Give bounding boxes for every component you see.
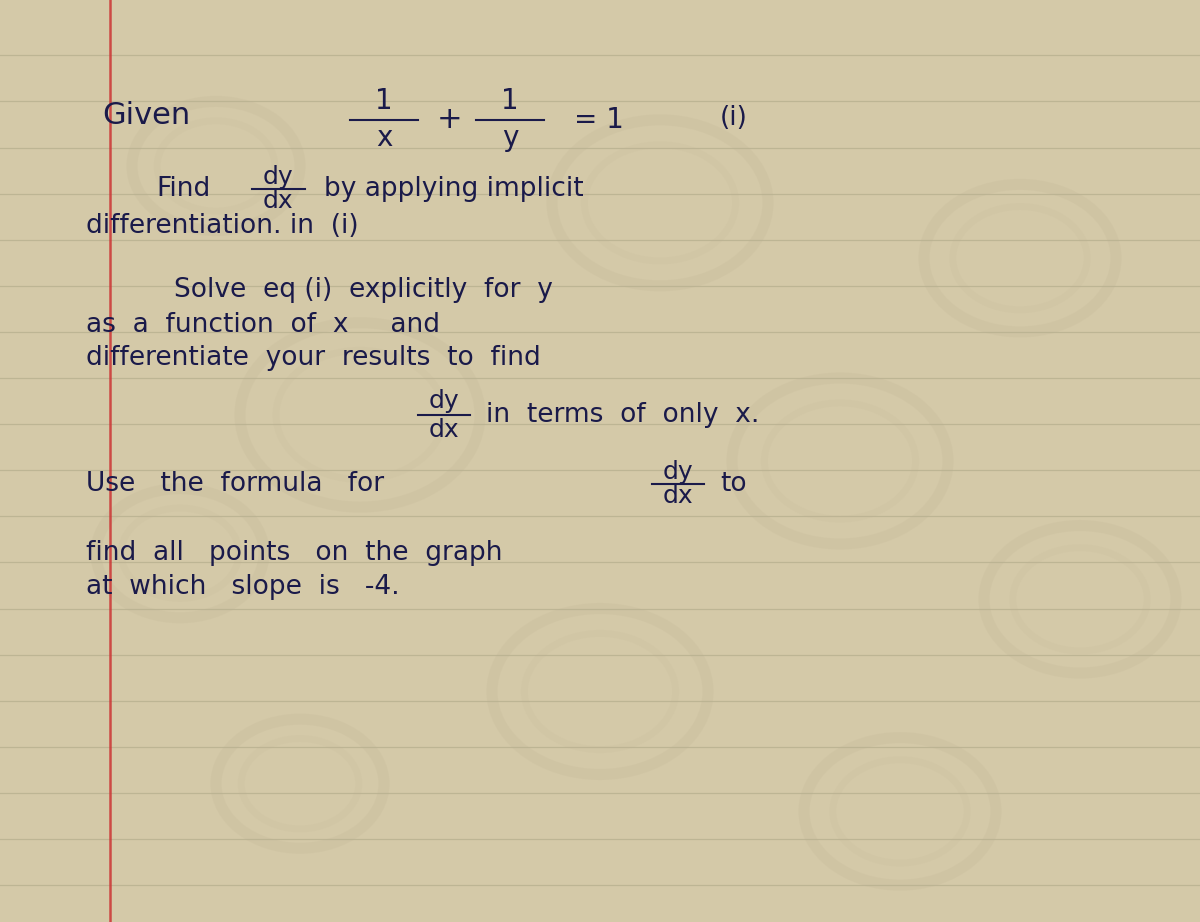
Text: dy: dy <box>263 165 294 189</box>
Text: = 1: = 1 <box>574 106 624 134</box>
Text: in  terms  of  only  x.: in terms of only x. <box>486 402 760 428</box>
Text: dx: dx <box>263 189 294 213</box>
Text: as  a  function  of  x     and: as a function of x and <box>86 312 440 337</box>
Text: dx: dx <box>428 418 460 442</box>
Text: dy: dy <box>428 389 460 413</box>
Text: by applying implicit: by applying implicit <box>324 176 583 202</box>
Text: 1: 1 <box>502 88 518 115</box>
Text: Solve  eq (i)  explicitly  for  y: Solve eq (i) explicitly for y <box>174 278 553 303</box>
Text: (i): (i) <box>720 105 748 131</box>
Text: differentiate  your  results  to  find: differentiate your results to find <box>86 345 541 371</box>
Text: 1: 1 <box>376 88 392 115</box>
Text: Given: Given <box>102 100 191 130</box>
Text: Find: Find <box>156 176 210 202</box>
Text: at  which   slope  is   -4.: at which slope is -4. <box>86 574 400 600</box>
Text: x: x <box>376 124 392 152</box>
Text: Use   the  formula   for: Use the formula for <box>86 471 384 497</box>
Text: y: y <box>502 124 518 152</box>
Text: dy: dy <box>662 460 694 484</box>
Text: dx: dx <box>662 484 694 508</box>
Text: to: to <box>720 471 746 497</box>
Text: differentiation. in  (i): differentiation. in (i) <box>86 213 359 239</box>
Text: +: + <box>437 105 463 135</box>
Text: find  all   points   on  the  graph: find all points on the graph <box>86 540 503 566</box>
